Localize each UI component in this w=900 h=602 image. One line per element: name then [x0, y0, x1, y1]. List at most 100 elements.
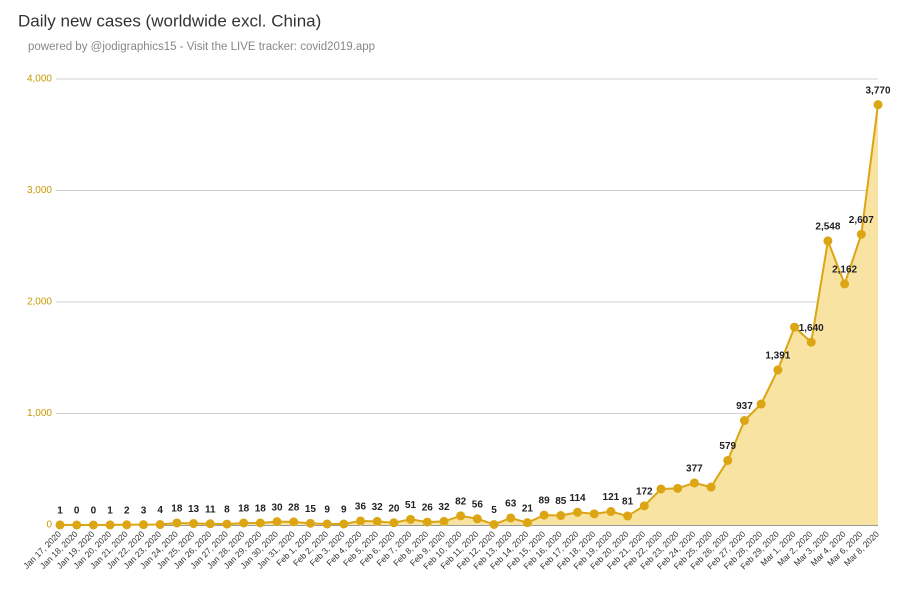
area [60, 104, 878, 525]
data-label: 26 [422, 503, 434, 514]
data-label: 51 [405, 500, 417, 511]
point [656, 484, 666, 494]
point [389, 518, 399, 528]
point [155, 520, 165, 530]
point [539, 510, 549, 520]
data-label: 56 [472, 499, 484, 510]
data-label: 0 [91, 506, 97, 517]
point [606, 507, 616, 517]
point [706, 482, 716, 492]
data-label: 3,770 [865, 85, 890, 96]
y-tick-label: 1,000 [27, 408, 52, 419]
data-label: 1,391 [765, 351, 790, 362]
point [322, 519, 332, 529]
data-label: 30 [271, 502, 283, 513]
data-label: 28 [288, 503, 300, 514]
data-label: 377 [686, 464, 703, 475]
point [639, 501, 649, 511]
data-label: 2,607 [849, 215, 874, 226]
data-label: 21 [522, 503, 534, 514]
data-label: 9 [341, 505, 347, 516]
point [673, 483, 683, 493]
point [305, 518, 315, 528]
data-label: 18 [255, 504, 267, 515]
y-tick-label: 3,000 [27, 185, 52, 196]
point [773, 365, 783, 375]
data-label: 0 [74, 506, 80, 517]
point [723, 455, 733, 465]
point [239, 518, 249, 528]
data-label: 2 [124, 505, 130, 516]
point [339, 519, 349, 529]
data-label: 20 [388, 503, 400, 514]
chart-subtitle: powered by @jodigraphics15 - Visit the L… [28, 41, 375, 53]
point [222, 519, 232, 529]
data-label: 32 [372, 502, 384, 513]
point [372, 516, 382, 526]
data-label: 36 [355, 502, 367, 513]
data-label: 121 [603, 492, 620, 503]
data-label: 82 [455, 496, 467, 507]
point [489, 519, 499, 529]
point [472, 514, 482, 524]
data-label: 579 [719, 441, 736, 452]
point [556, 511, 566, 521]
data-label: 5 [491, 505, 497, 516]
point [456, 511, 466, 521]
data-label: 11 [205, 504, 216, 515]
data-label: 4 [157, 505, 163, 516]
data-label: 85 [555, 496, 567, 507]
chart-title: Daily new cases (worldwide excl. China) [18, 11, 321, 30]
point [255, 518, 265, 528]
data-label: 8 [224, 505, 230, 516]
data-label: 1 [57, 506, 63, 517]
y-tick-label: 2,000 [27, 297, 52, 308]
point [55, 520, 65, 530]
point [189, 519, 199, 529]
point [623, 511, 633, 521]
point [506, 513, 516, 523]
point [138, 520, 148, 530]
point [806, 337, 816, 347]
data-label: 32 [438, 502, 450, 513]
data-label: 2,162 [832, 265, 857, 276]
point [439, 516, 449, 526]
point [739, 416, 749, 426]
point [790, 322, 800, 332]
data-label: 937 [736, 401, 753, 412]
data-label: 81 [622, 497, 634, 508]
point [72, 520, 82, 530]
y-tick-label: 4,000 [27, 74, 52, 85]
point [422, 517, 432, 527]
point [756, 399, 766, 409]
point [823, 236, 833, 246]
data-label: 13 [188, 504, 200, 515]
point [856, 229, 866, 239]
point [105, 520, 115, 530]
point [573, 507, 583, 517]
data-label: 18 [171, 504, 183, 515]
data-label: 1 [107, 506, 113, 517]
data-label: 172 [636, 486, 653, 497]
data-label: 2,548 [815, 222, 840, 233]
data-label: 3 [141, 505, 147, 516]
data-label: 18 [238, 504, 250, 515]
point [522, 518, 532, 528]
point [289, 517, 299, 527]
point [355, 516, 365, 526]
point [88, 520, 98, 530]
point [873, 100, 883, 110]
data-label: 89 [539, 496, 551, 507]
point [122, 520, 132, 530]
point [272, 517, 282, 527]
point [205, 519, 215, 529]
point [406, 514, 416, 524]
point [589, 509, 599, 519]
data-label: 1,640 [799, 323, 824, 334]
data-label: 114 [569, 493, 586, 504]
data-label: 63 [505, 499, 517, 510]
y-tick-label: 0 [46, 520, 52, 531]
point [172, 518, 182, 528]
point [689, 478, 699, 488]
